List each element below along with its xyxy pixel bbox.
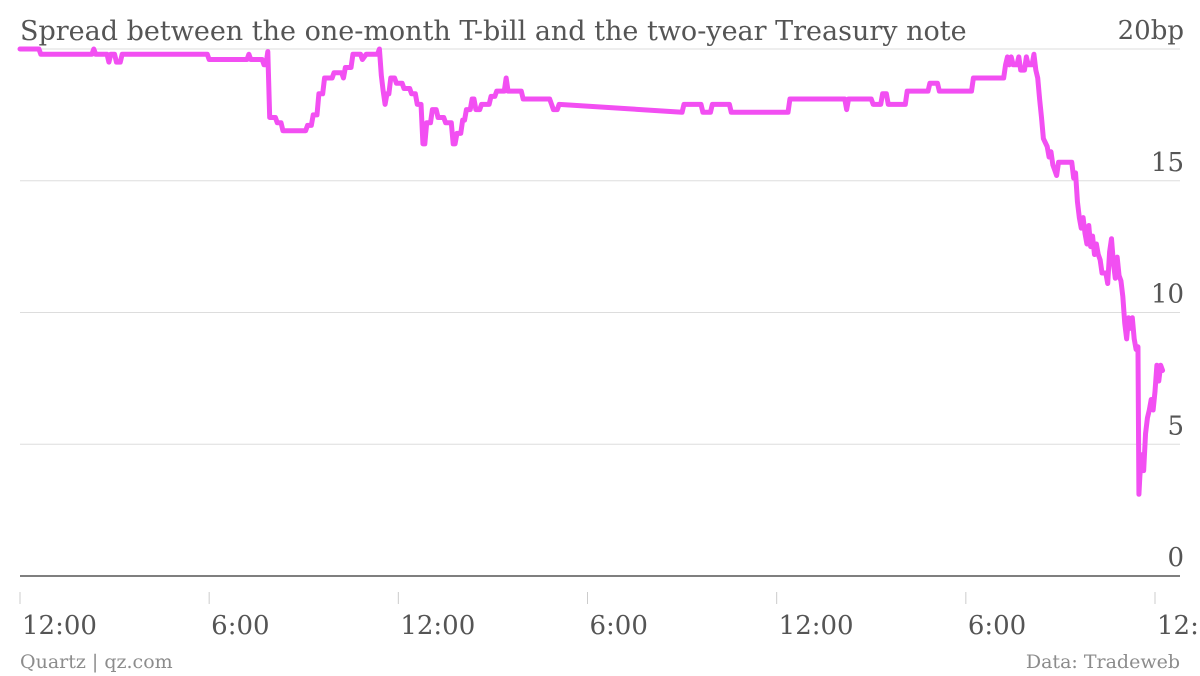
y-tick-label: 15 (1151, 148, 1184, 178)
x-tick-label: 6:00 (590, 611, 648, 641)
chart-title: Spread between the one-month T-bill and … (20, 16, 967, 47)
x-tick-label: 6:00 (968, 611, 1026, 641)
data-source: Data: Tradeweb (1026, 651, 1180, 673)
series-layer (17, 46, 1166, 497)
y-tick-label: 5 (1167, 411, 1184, 441)
x-tick-label: 6:00 (211, 611, 269, 641)
y-tick-label: 20bp (1118, 16, 1184, 46)
y-tick-label: 10 (1151, 280, 1184, 310)
x-axis-ticks: 12:00 6:00 12:00 6:00 12:00 6:00 12:00 (19, 592, 1200, 641)
x-tick-label: 12:00 (779, 611, 854, 641)
y-axis-ticks: 0 5 10 15 20bp (1118, 16, 1184, 573)
x-tick-label: 12:00 (22, 611, 97, 641)
gridlines (20, 48, 1180, 445)
source-credit: Quartz | qz.com (20, 651, 173, 673)
x-tick-label: 12:00 (1157, 611, 1200, 641)
series-line-0 (17, 46, 1166, 497)
x-tick-label: 12:00 (400, 611, 475, 641)
y-tick-label: 0 (1167, 543, 1184, 573)
